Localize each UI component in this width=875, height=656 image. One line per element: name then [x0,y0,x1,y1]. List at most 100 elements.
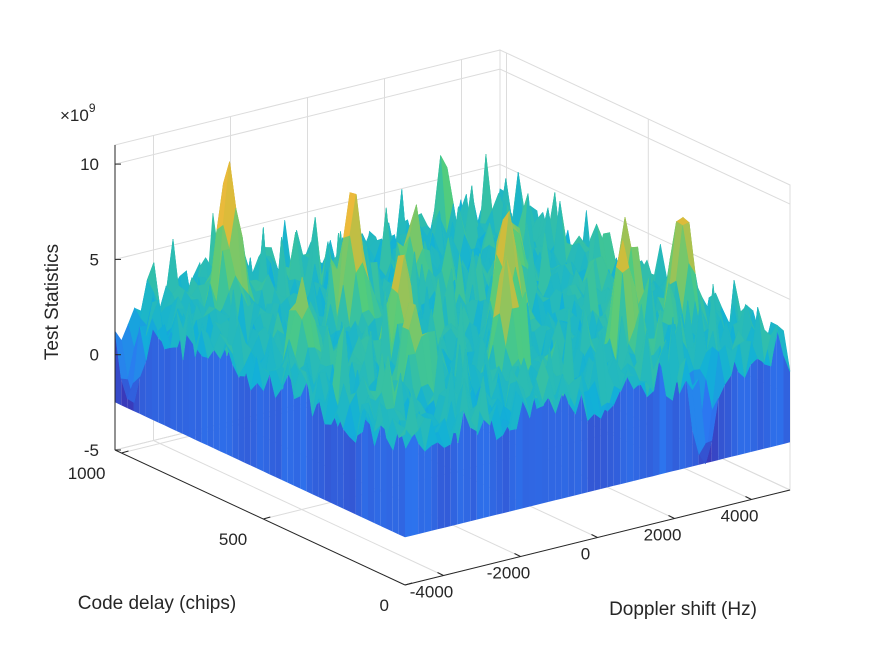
y-tick-label: 0 [380,596,389,615]
x-tick [745,496,752,500]
z-grid-wall-x [499,68,791,205]
z-grid-wall-y [114,68,501,165]
surface-skirt-front [724,374,732,459]
surface-skirt-front [542,396,549,504]
surface-skirt-left [300,369,307,492]
surface-skirt-left [275,384,282,480]
y-tick [263,516,271,520]
y-tick-label: 1000 [68,464,106,483]
surface-skirt-front [620,370,627,485]
surface-skirt-left [189,314,196,440]
surface-skirt-front [711,398,719,462]
surface-skirt-front [522,400,529,509]
surface-skirt-front [600,403,608,489]
surface-skirt-front [502,422,510,514]
surface-skirt-front [607,403,614,488]
z-axis-label: Test Statistics [42,244,63,360]
z-grid-wall-x [499,163,791,300]
x-tick [668,515,675,519]
surface-skirt-front [470,427,477,522]
surface-skirt-left [312,397,319,498]
surface-skirt-front [626,370,634,483]
surface-skirt-left [201,328,208,446]
axis-layer: -5 0 5 10 -4000 -2000 0 2000 4000 0 500 1000 [68,145,791,615]
surface-skirt-front [568,391,575,498]
x-tick [437,572,444,576]
surface-skirt-left [287,349,294,486]
surface-skirt-front [731,344,738,457]
surface-skirt-front [548,396,556,502]
surface-skirt-left [318,397,325,500]
x-tick [591,534,598,538]
surface-skirt-left [226,343,233,457]
x-tick-label: 4000 [721,507,759,526]
y-axis-label: Code delay (chips) [78,593,236,614]
surface-skirt-front [450,414,458,527]
surface-skirt-left [306,372,313,495]
surface-skirt-front [646,381,653,478]
surface-skirt-left [232,346,239,460]
surface-skirt-front [594,413,601,491]
surface-skirt-left [331,412,338,506]
surface-skirt-left [398,434,405,538]
surface-skirt-left [238,366,245,463]
label-layer: Test Statistics Doppler shift (Hz) Code … [42,101,757,620]
surface-skirt-left [158,324,165,426]
z-exponent-power: 9 [89,101,96,115]
x-grid-floor [153,440,444,576]
z-grid-wall-y [114,163,501,260]
surface-skirt-left [349,436,356,515]
surface-skirt-front [431,419,438,531]
x-tick-label: -4000 [410,583,453,602]
surface-skirt-front [561,391,569,499]
z-tick-label: -5 [84,441,99,460]
surface-skirt-front [437,442,445,530]
surface-skirt-left [152,317,159,423]
surface-skirt-left [324,424,331,503]
surface-skirt-front [529,394,536,507]
surface-skirt-left [244,366,251,466]
surface-skirt-front [750,341,758,452]
x-tick-label: 0 [581,545,590,564]
surface-skirt-left [392,418,399,535]
y-tick-label: 500 [219,530,247,549]
x-tick-label: -2000 [487,564,530,583]
surface-skirt-left [213,333,220,452]
surface-skirt-front [463,410,471,523]
surface-skirt-left [182,314,189,437]
surface-skirt-front [633,375,640,481]
x-tick [514,553,521,557]
surface-skirt-left [219,333,227,454]
z-tick-label: 5 [90,250,99,269]
surface-skirt-front [555,393,562,501]
x-tick-label: 2000 [644,526,682,545]
surface-skirt-front [613,389,621,486]
surface-skirt-front [581,376,588,494]
surface-skirt-front [757,358,764,451]
surface-skirt-left [263,368,270,475]
surface-skirt-left [164,324,171,429]
surface-skirt-left [337,412,344,509]
x-axis-label: Doppler shift (Hz) [609,599,757,620]
z-tick-label: 10 [80,155,99,174]
surface-skirt-left [121,378,128,409]
surface-skirt-left [368,413,375,523]
surface-skirt-left [293,369,301,489]
surface-skirt-front [718,384,725,461]
surface-skirt-left [343,428,350,512]
surface-patch [398,392,412,438]
surface-skirt-left [115,331,122,406]
z-tick-label: 0 [90,346,99,365]
y-axis-line [114,449,406,586]
surface-skirt-front [444,444,451,528]
y-tick [404,582,413,586]
surface-skirt-left [361,404,368,521]
surface-skirt-front [535,394,542,506]
surface-skirt-left [269,371,276,477]
z-exponent-base: ×10 [60,106,89,125]
z-exponent-label: ×109 [60,101,96,125]
y-tick [121,450,129,454]
surface-skirt-left [380,403,387,529]
